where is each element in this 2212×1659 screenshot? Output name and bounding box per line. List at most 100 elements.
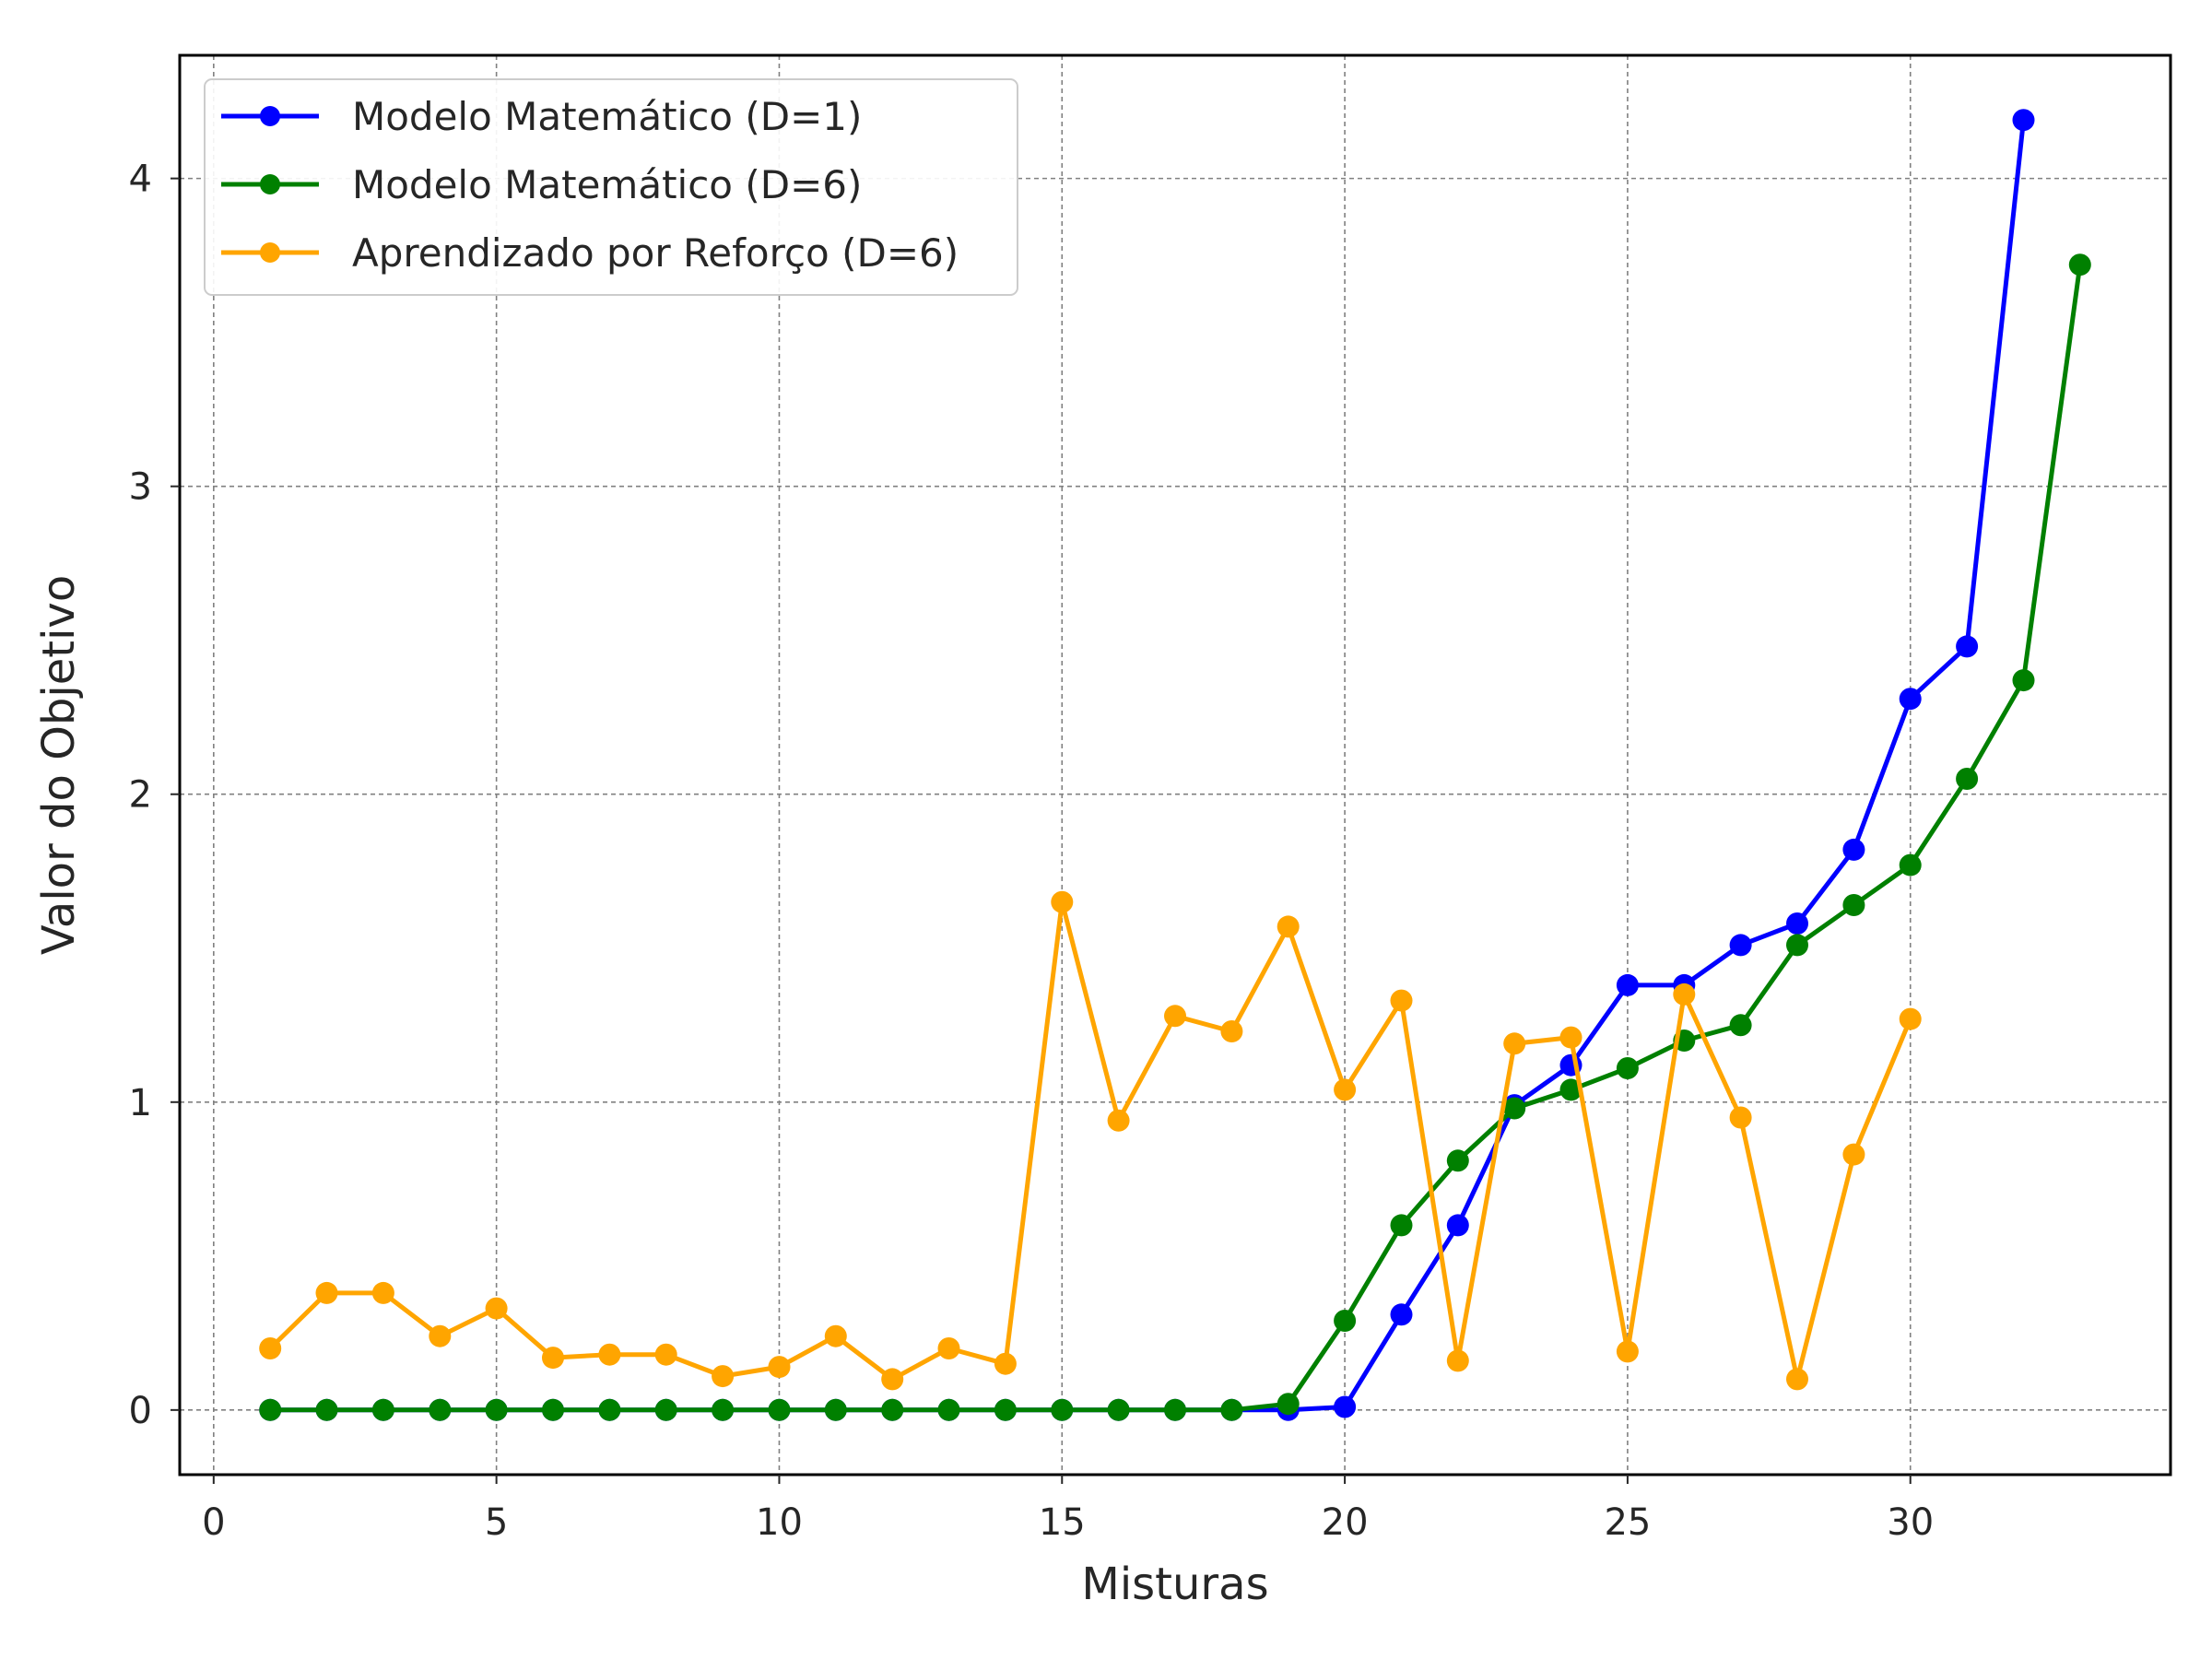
x-tick-label: 25 [1604,1501,1651,1544]
data-point [1390,989,1413,1012]
data-point [1220,1020,1243,1042]
data-point [1164,1398,1186,1421]
data-point [1390,1214,1413,1237]
x-tick-label: 20 [1322,1501,1369,1544]
data-point [824,1398,847,1421]
data-point [1899,853,1922,877]
data-point [2012,109,2035,132]
x-tick-label: 15 [1039,1501,1086,1544]
legend-label-d6: Modelo Matemático (D=6) [352,162,862,207]
series-3 [259,890,1922,1391]
data-point [881,1398,904,1421]
legend-marker-swatch [260,174,280,194]
data-point [429,1398,452,1421]
data-point [1446,1149,1469,1172]
legend-marker-swatch [260,106,280,126]
axis-ticks: 0 5 10 15 20 25 30 0 1 2 3 4 [129,159,1935,1544]
data-point [1616,1340,1639,1363]
data-point [1616,1057,1639,1079]
data-point [371,1281,394,1304]
data-point [1051,1398,1074,1421]
data-point [937,1337,960,1359]
data-point [542,1347,564,1370]
data-point [1559,1026,1583,1049]
data-point [598,1343,621,1366]
series-line [268,900,1913,1382]
data-point [485,1398,508,1421]
data-point [1899,688,1922,711]
x-axis-title: Misturas [1081,1559,1268,1610]
data-point [994,1352,1017,1375]
data-point [1729,1014,1752,1037]
data-point [1277,1393,1300,1416]
data-point [712,1398,735,1421]
data-point [654,1398,677,1421]
y-tick-label: 3 [129,466,152,509]
data-point [1334,1395,1357,1418]
x-tick-label: 30 [1887,1501,1934,1544]
data-point [1559,1078,1583,1101]
data-point [1899,1007,1922,1030]
legend-marker-swatch [260,242,280,263]
data-point [371,1398,394,1421]
x-tick-label: 0 [202,1501,225,1544]
data-point [994,1398,1017,1421]
data-point [1786,1368,1808,1391]
data-point [1446,1349,1469,1372]
data-point [259,1337,282,1359]
data-point [1334,1310,1357,1332]
data-point [1956,635,1979,658]
data-point [1390,1303,1413,1326]
legend-entry: Aprendizado por Reforço (D=6) [221,230,959,276]
data-point [1107,1109,1130,1132]
legend-entry: Modelo Matemático (D=6) [221,162,862,207]
data-point [1107,1398,1130,1421]
data-point [1164,1005,1186,1028]
data-point [1729,1106,1752,1129]
data-point [768,1356,791,1379]
data-point [1277,915,1300,938]
series-group [259,109,2091,1421]
plot-area-frame [178,53,2172,1477]
data-point [1334,1078,1357,1101]
legend-entry: Modelo Matemático (D=1) [221,94,862,139]
data-point [2068,253,2091,276]
data-point [1503,1097,1526,1120]
legend: Modelo Matemático (D=1) Modelo Matemátic… [204,78,1018,296]
data-point [1842,894,1865,916]
data-point [881,1368,904,1391]
data-point [542,1398,564,1421]
series-2 [259,253,2091,1421]
data-point [1729,934,1752,957]
data-point [429,1324,452,1347]
y-tick-label: 0 [129,1390,152,1432]
data-point [1956,768,1979,790]
data-point [1786,912,1808,935]
y-tick-label: 4 [129,159,152,201]
data-point [1446,1214,1469,1237]
legend-label-d1: Modelo Matemático (D=1) [352,94,862,139]
data-point [1786,934,1808,957]
data-point [1616,973,1639,996]
data-point [1051,890,1074,913]
legend-label-rl: Aprendizado por Reforço (D=6) [352,230,959,276]
data-point [2012,669,2035,692]
x-tick-label: 10 [756,1501,803,1544]
data-point [654,1343,677,1366]
y-tick-label: 2 [129,774,152,817]
data-point [315,1398,338,1421]
data-point [259,1398,282,1421]
y-tick-label: 1 [129,1082,152,1124]
legend-box [204,78,1018,296]
data-point [1673,982,1696,1006]
data-point [598,1398,621,1421]
data-point [1842,1143,1865,1166]
data-point [315,1281,338,1304]
data-point [937,1398,960,1421]
data-point [768,1398,791,1421]
data-point [1220,1398,1243,1421]
data-point [485,1297,508,1320]
x-tick-label: 5 [485,1501,508,1544]
data-point [712,1365,735,1388]
data-point [1503,1032,1526,1055]
